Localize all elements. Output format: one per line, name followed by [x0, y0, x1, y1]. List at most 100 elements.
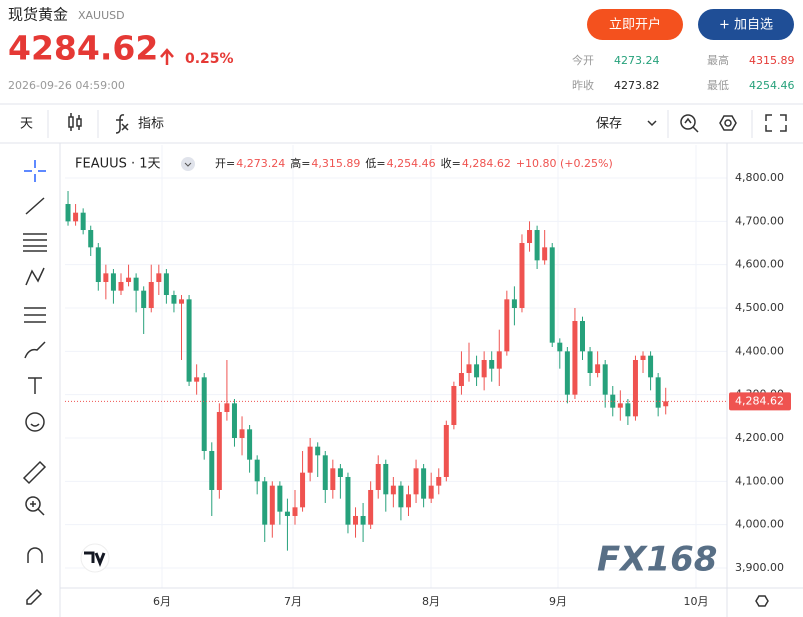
candle-body: [458, 372, 464, 386]
candle-body: [527, 230, 533, 244]
candle-body: [73, 212, 79, 222]
stat-value: 4273.82: [614, 79, 660, 92]
text-tool[interactable]: [28, 377, 42, 394]
alert-icon[interactable]: [680, 114, 699, 133]
candle-body: [466, 364, 472, 373]
emoji-smile: [30, 423, 40, 427]
candle-body: [648, 355, 654, 378]
crosshair-tool[interactable]: [24, 160, 46, 182]
candle-body: [337, 468, 343, 477]
candle-body: [103, 273, 109, 283]
candle-body: [549, 247, 555, 343]
candle-body: [564, 351, 570, 395]
legend-toggle[interactable]: [181, 157, 195, 171]
candle-body: [595, 364, 601, 373]
y-tick-label: 4,200.00: [735, 431, 784, 444]
lock-tool[interactable]: [26, 588, 43, 605]
candle-body: [284, 511, 290, 516]
open-account-label[interactable]: 立即开户: [609, 17, 661, 33]
y-tick-label: 4,100.00: [735, 474, 784, 487]
y-tick-label: 3,900.00: [735, 561, 784, 574]
candle-body: [587, 351, 593, 373]
candle-body: [451, 385, 457, 425]
candle-body: [126, 277, 132, 283]
last-price-label: 4,284.62: [735, 394, 784, 407]
candle-body: [322, 455, 328, 490]
stat-value: 4273.24: [614, 54, 660, 67]
legend-label: 低=: [365, 157, 385, 170]
candle-body: [496, 351, 502, 369]
up-arrow: [160, 48, 174, 65]
chart-type-icon[interactable]: [68, 113, 82, 131]
candle-body: [398, 485, 404, 508]
save-button[interactable]: 保存: [596, 117, 622, 132]
settings-icon[interactable]: [719, 115, 737, 131]
forecast-tool[interactable]: [24, 307, 46, 323]
zoom-plus: [30, 501, 45, 516]
pattern-tool[interactable]: [25, 267, 45, 286]
stat-value: 4254.46: [749, 79, 795, 92]
candle-body: [360, 515, 366, 525]
candle-body: [315, 446, 321, 456]
legend-symbol: FEAUUS · 1天: [75, 157, 161, 172]
quote-time: 2026-09-26 04:59:00: [8, 79, 125, 92]
save-menu[interactable]: [647, 120, 657, 127]
ruler-tool[interactable]: [22, 460, 47, 485]
magnet-tool[interactable]: [27, 547, 43, 563]
candle-body: [405, 494, 411, 508]
trend-tool[interactable]: [25, 197, 45, 215]
open-account-button[interactable]: [587, 9, 683, 40]
emoji-tool[interactable]: [25, 412, 45, 432]
candle-body: [247, 429, 253, 460]
brush-tool[interactable]: [24, 341, 46, 359]
y-tick-label: 4,600.00: [735, 258, 784, 271]
candle-body: [617, 403, 623, 408]
candle-body: [345, 476, 351, 525]
stat-value: 4315.89: [749, 54, 795, 67]
candle-body: [640, 355, 646, 361]
candle-body: [300, 472, 306, 508]
candle-body: [428, 485, 434, 499]
add-watch-label[interactable]: + 加自选: [719, 18, 773, 33]
candle-body: [80, 212, 86, 231]
indicator-button[interactable]: 指标: [138, 117, 164, 132]
candle-body: [353, 515, 359, 525]
tv-logo: [80, 543, 110, 573]
candle-body: [292, 507, 298, 516]
legend-toggle-arrow: [184, 162, 192, 167]
stat-label: 昨收: [572, 78, 594, 92]
axis-settings[interactable]: [755, 595, 769, 607]
legend-change: +10.80 (+0.25%): [516, 157, 613, 170]
candle-body: [390, 485, 396, 495]
legend-label: 开=: [215, 157, 235, 170]
indicator-icon[interactable]: [115, 114, 129, 134]
candle-body: [602, 364, 608, 395]
candle-body: [632, 360, 638, 417]
fullscreen-icon[interactable]: [765, 114, 787, 132]
candle-body: [201, 377, 207, 451]
candle-body: [156, 273, 162, 283]
x-tick-label: 9月: [549, 595, 567, 608]
interval-button[interactable]: 天: [20, 117, 33, 132]
candle-body: [489, 360, 495, 369]
candle-body: [254, 459, 260, 482]
candle-body: [579, 321, 585, 352]
candle-body: [474, 364, 480, 378]
candle-body: [231, 403, 237, 438]
fib-tool[interactable]: [23, 233, 47, 252]
x-tick-label: 6月: [153, 595, 171, 608]
candle-body: [504, 299, 510, 352]
candle-body: [269, 485, 275, 525]
candle-body: [118, 282, 124, 291]
candle-body: [88, 230, 94, 248]
candle-body: [368, 489, 374, 525]
legend-value: 4,284.62: [462, 157, 511, 170]
zoom-tool[interactable]: [25, 496, 41, 512]
candle-body: [557, 342, 563, 352]
candle-body: [610, 394, 616, 408]
candle-body: [141, 290, 147, 309]
legend-value: 4,254.46: [387, 157, 436, 170]
candle-body: [655, 377, 661, 408]
settings-icon-dot: [724, 119, 732, 127]
add-watch-button[interactable]: [698, 9, 794, 40]
